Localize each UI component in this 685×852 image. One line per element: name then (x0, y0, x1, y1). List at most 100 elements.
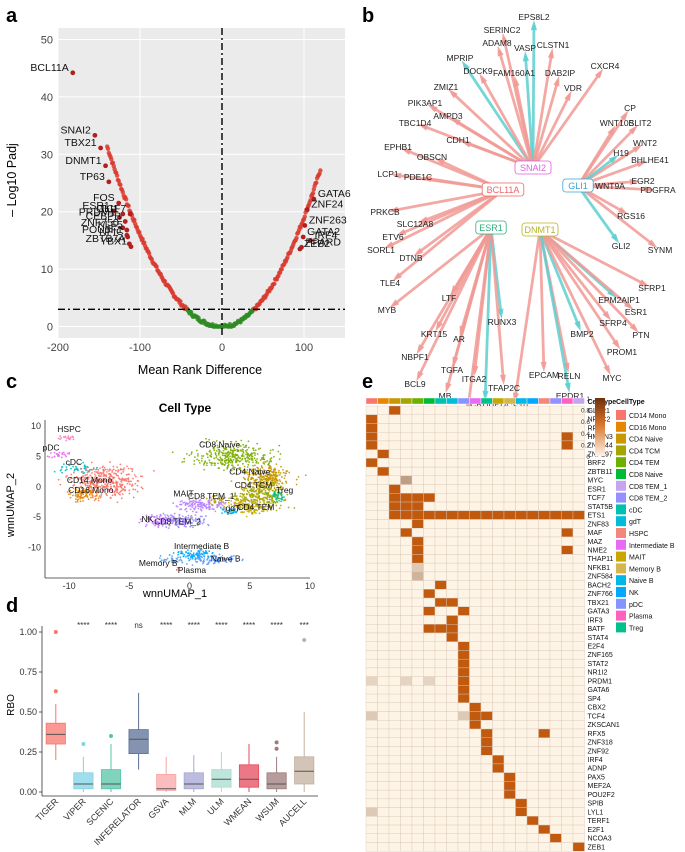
heatmap-cell (377, 554, 390, 564)
umap-point (136, 484, 139, 487)
umap-point (141, 487, 144, 490)
network-arrowhead (522, 50, 529, 62)
heatmap-cell (446, 676, 459, 686)
heatmap-cell (538, 466, 551, 477)
heatmap-cell (538, 658, 551, 669)
heatmap-cell (411, 728, 424, 738)
point-label: ZNF750 (81, 217, 119, 229)
umap-point (100, 494, 103, 497)
heatmap-cell (526, 606, 539, 616)
heatmap-cell (561, 536, 574, 546)
heatmap-cell (526, 554, 539, 564)
umap-point (105, 492, 107, 495)
umap-point (206, 563, 208, 566)
heatmap-cell (480, 458, 493, 468)
boxplot-significance: **** (77, 621, 89, 630)
heatmap-cell (388, 536, 401, 546)
heatmap-scale-label: 0.2 (581, 442, 590, 449)
heatmap-cell (423, 737, 436, 747)
network-edge (538, 229, 546, 368)
boxplot-box (211, 769, 232, 788)
heatmap-cell (446, 519, 459, 529)
umap-point (102, 481, 105, 484)
network-target-label: SLIT2 (629, 118, 652, 128)
umap-point (241, 462, 244, 465)
heatmap-cell (365, 571, 378, 581)
umap-point (53, 455, 56, 458)
x-tick-label: -100 (129, 342, 151, 354)
heatmap-cell (400, 458, 413, 468)
heatmap-cell (515, 693, 528, 704)
umap-point (259, 447, 262, 450)
umap-y-tick: -5 (33, 512, 41, 522)
heatmap-cell (572, 519, 585, 529)
network-hub-label: DNMT1 (525, 225, 556, 235)
heatmap-cell (549, 484, 562, 494)
umap-point (62, 436, 65, 438)
heatmap-cell (538, 484, 551, 494)
umap-point (198, 551, 201, 554)
network-arrowhead (479, 73, 488, 84)
umap-point (106, 490, 109, 492)
umap-point (57, 437, 60, 440)
umap-point (123, 486, 126, 489)
network-arrowhead (416, 370, 424, 382)
heatmap-row-label: TERF1 (588, 818, 610, 825)
heatmap-cell (526, 466, 539, 477)
boxplot-box (294, 756, 315, 785)
umap-point (65, 455, 68, 458)
heatmap-cell (365, 405, 378, 415)
umap-point (139, 475, 142, 478)
heatmap-cell (572, 589, 585, 599)
heatmap-row-label: ZNF584 (588, 574, 613, 581)
heatmap-cell (492, 737, 505, 747)
heatmap-cell (377, 658, 390, 669)
heatmap-cell (526, 632, 539, 642)
umap-point (203, 558, 206, 560)
umap-point (117, 492, 120, 495)
umap-point (115, 474, 118, 477)
heatmap-cell (572, 807, 585, 817)
umap-point (95, 492, 98, 495)
heatmap-cell (377, 685, 390, 695)
heatmap-cell (526, 423, 539, 433)
umap-point (185, 507, 188, 510)
umap-y-tick: 10 (31, 421, 41, 431)
heatmap-cell (411, 711, 424, 721)
heatmap-cell (526, 493, 539, 503)
heatmap-cell (457, 580, 470, 590)
point-label: ESR1 (82, 200, 110, 212)
celltype-legend-label: Memory B (629, 566, 661, 573)
heatmap-cell (549, 632, 562, 642)
heatmap-cell (538, 475, 551, 485)
heatmap-cell (423, 789, 436, 800)
heatmap-cell (457, 562, 470, 573)
heatmap-cell (469, 781, 482, 791)
umap-point (76, 495, 79, 498)
heatmap-cell (377, 606, 390, 616)
heatmap-cell (469, 615, 482, 625)
heatmap-cell (515, 624, 528, 634)
umap-point (181, 500, 183, 502)
volcano-point (137, 229, 142, 235)
umap-point (92, 468, 95, 471)
heatmap-cell (411, 720, 424, 730)
heatmap-cell (538, 667, 551, 677)
heatmap-cell (480, 702, 493, 712)
heatmap-cell (538, 571, 551, 581)
celltype-legend-swatch (616, 480, 626, 491)
heatmap-cell (400, 728, 413, 738)
heatmap-cell (549, 580, 562, 590)
heatmap-cell (365, 807, 378, 817)
heatmap-cell (492, 685, 505, 695)
umap-point (97, 468, 100, 471)
umap-point (99, 480, 102, 483)
umap-point (268, 498, 271, 501)
heatmap-cell (365, 737, 378, 747)
heatmap-cell (411, 414, 424, 424)
umap-point (293, 507, 296, 509)
heatmap-cell (446, 545, 459, 555)
heatmap-cell (434, 755, 447, 765)
umap-point (81, 481, 84, 483)
umap-point (194, 505, 197, 508)
